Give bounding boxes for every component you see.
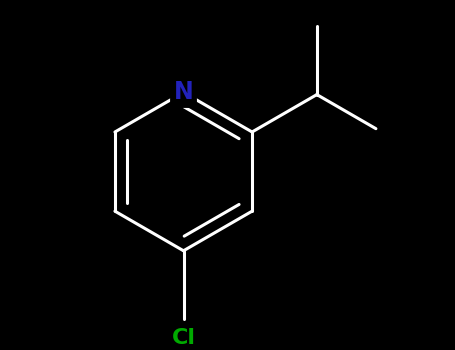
Text: N: N bbox=[174, 80, 193, 104]
Text: Cl: Cl bbox=[172, 328, 196, 348]
